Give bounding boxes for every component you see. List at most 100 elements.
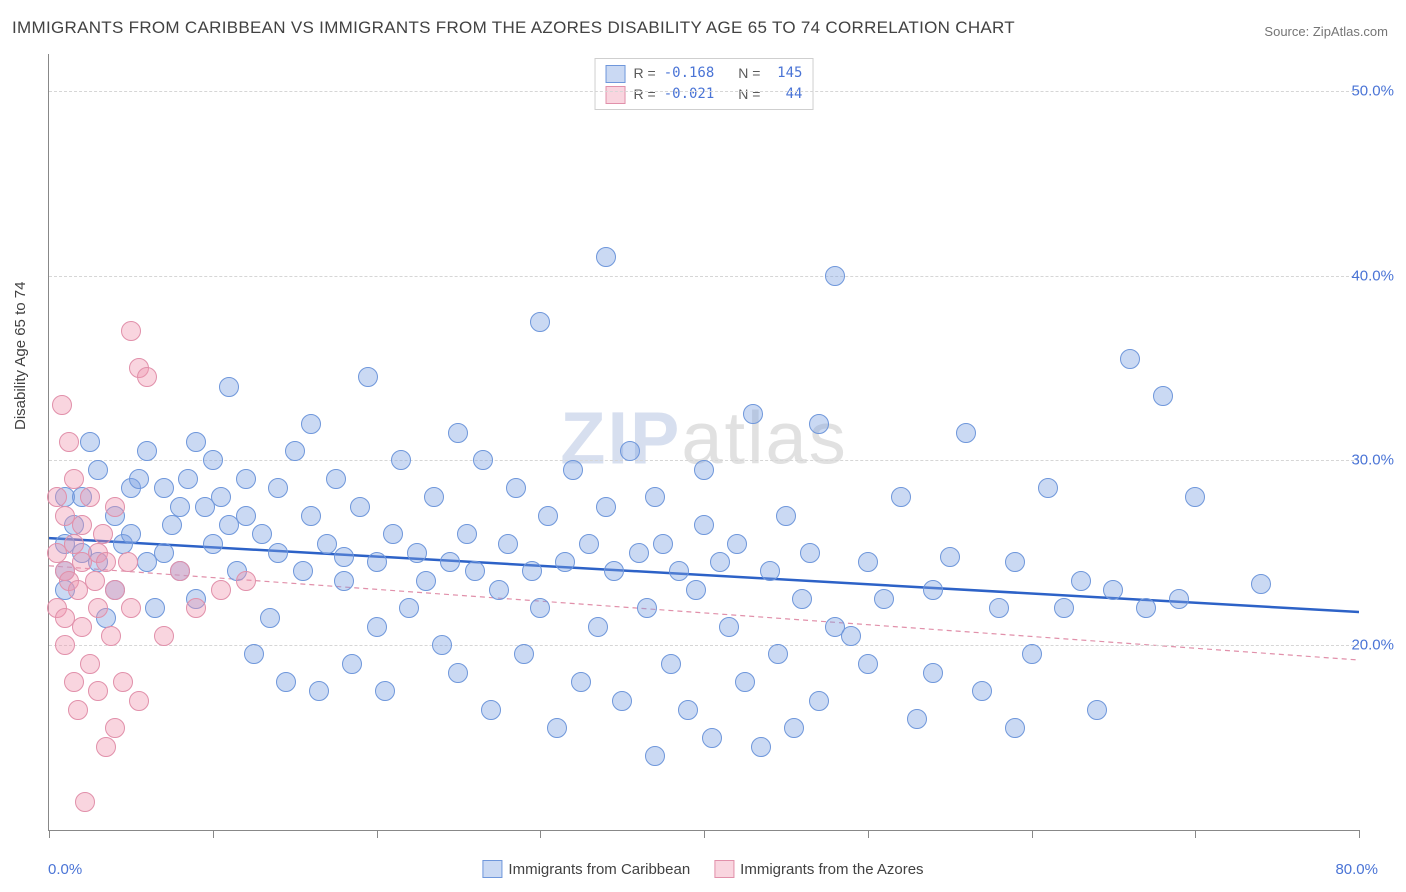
data-point: [538, 506, 558, 526]
x-axis-min-label: 0.0%: [48, 861, 82, 878]
data-point: [211, 487, 231, 507]
data-point: [1153, 386, 1173, 406]
data-point: [129, 691, 149, 711]
data-point: [989, 598, 1009, 618]
data-point: [211, 580, 231, 600]
data-point: [637, 598, 657, 618]
data-point: [309, 681, 329, 701]
data-point: [170, 561, 190, 581]
data-point: [154, 478, 174, 498]
data-point: [375, 681, 395, 701]
x-tick: [377, 830, 378, 838]
data-point: [972, 681, 992, 701]
data-point: [186, 598, 206, 618]
data-point: [678, 700, 698, 720]
stat-n-value: 44: [768, 84, 802, 105]
data-point: [260, 608, 280, 628]
stat-r-value: -0.021: [664, 84, 715, 105]
data-point: [367, 617, 387, 637]
data-point: [923, 663, 943, 683]
data-point: [424, 487, 444, 507]
data-point: [64, 672, 84, 692]
data-point: [105, 497, 125, 517]
data-point: [367, 552, 387, 572]
data-point: [809, 691, 829, 711]
data-point: [653, 534, 673, 554]
data-point: [64, 534, 84, 554]
data-point: [784, 718, 804, 738]
data-point: [350, 497, 370, 517]
data-point: [59, 432, 79, 452]
data-point: [571, 672, 591, 692]
data-point: [694, 460, 714, 480]
data-point: [448, 663, 468, 683]
data-point: [661, 654, 681, 674]
data-point: [940, 547, 960, 567]
data-point: [841, 626, 861, 646]
x-tick: [1359, 830, 1360, 838]
data-point: [170, 497, 190, 517]
data-point: [1169, 589, 1189, 609]
gridline: [49, 645, 1359, 646]
data-point: [809, 414, 829, 434]
stat-n-label: N =: [738, 63, 760, 84]
x-tick: [868, 830, 869, 838]
data-point: [85, 571, 105, 591]
y-tick-label: 30.0%: [1351, 452, 1394, 469]
data-point: [101, 626, 121, 646]
x-tick: [540, 830, 541, 838]
source-attribution: Source: ZipAtlas.com: [1264, 24, 1388, 39]
trendlines-layer: [49, 54, 1359, 830]
y-tick-label: 40.0%: [1351, 267, 1394, 284]
y-tick-label: 20.0%: [1351, 637, 1394, 654]
data-point: [506, 478, 526, 498]
data-point: [80, 654, 100, 674]
data-point: [612, 691, 632, 711]
data-point: [620, 441, 640, 461]
chart-title: IMMIGRANTS FROM CARIBBEAN VS IMMIGRANTS …: [12, 18, 1015, 38]
data-point: [596, 247, 616, 267]
y-tick-label: 50.0%: [1351, 82, 1394, 99]
data-point: [710, 552, 730, 572]
data-point: [276, 672, 296, 692]
data-point: [727, 534, 747, 554]
data-point: [96, 737, 116, 757]
data-point: [1071, 571, 1091, 591]
data-point: [1022, 644, 1042, 664]
data-point: [432, 635, 452, 655]
data-point: [399, 598, 419, 618]
data-point: [1103, 580, 1123, 600]
data-point: [514, 644, 534, 664]
data-point: [1005, 718, 1025, 738]
data-point: [776, 506, 796, 526]
data-point: [178, 469, 198, 489]
data-point: [129, 469, 149, 489]
data-point: [88, 681, 108, 701]
data-point: [118, 552, 138, 572]
stat-r-label: R =: [634, 84, 656, 105]
data-point: [1136, 598, 1156, 618]
data-point: [121, 598, 141, 618]
data-point: [334, 571, 354, 591]
data-point: [105, 718, 125, 738]
data-point: [236, 506, 256, 526]
data-point: [629, 543, 649, 563]
y-axis-title: Disability Age 65 to 74: [12, 282, 29, 430]
legend-swatch: [714, 860, 734, 878]
data-point: [1054, 598, 1074, 618]
data-point: [1120, 349, 1140, 369]
source-link[interactable]: ZipAtlas.com: [1313, 24, 1388, 39]
x-axis-max-label: 80.0%: [1335, 861, 1378, 878]
data-point: [874, 589, 894, 609]
data-point: [800, 543, 820, 563]
data-point: [80, 432, 100, 452]
data-point: [68, 700, 88, 720]
data-point: [645, 746, 665, 766]
data-point: [1185, 487, 1205, 507]
data-point: [113, 672, 133, 692]
data-point: [137, 441, 157, 461]
data-point: [236, 571, 256, 591]
x-tick: [49, 830, 50, 838]
data-point: [858, 654, 878, 674]
data-point: [530, 598, 550, 618]
